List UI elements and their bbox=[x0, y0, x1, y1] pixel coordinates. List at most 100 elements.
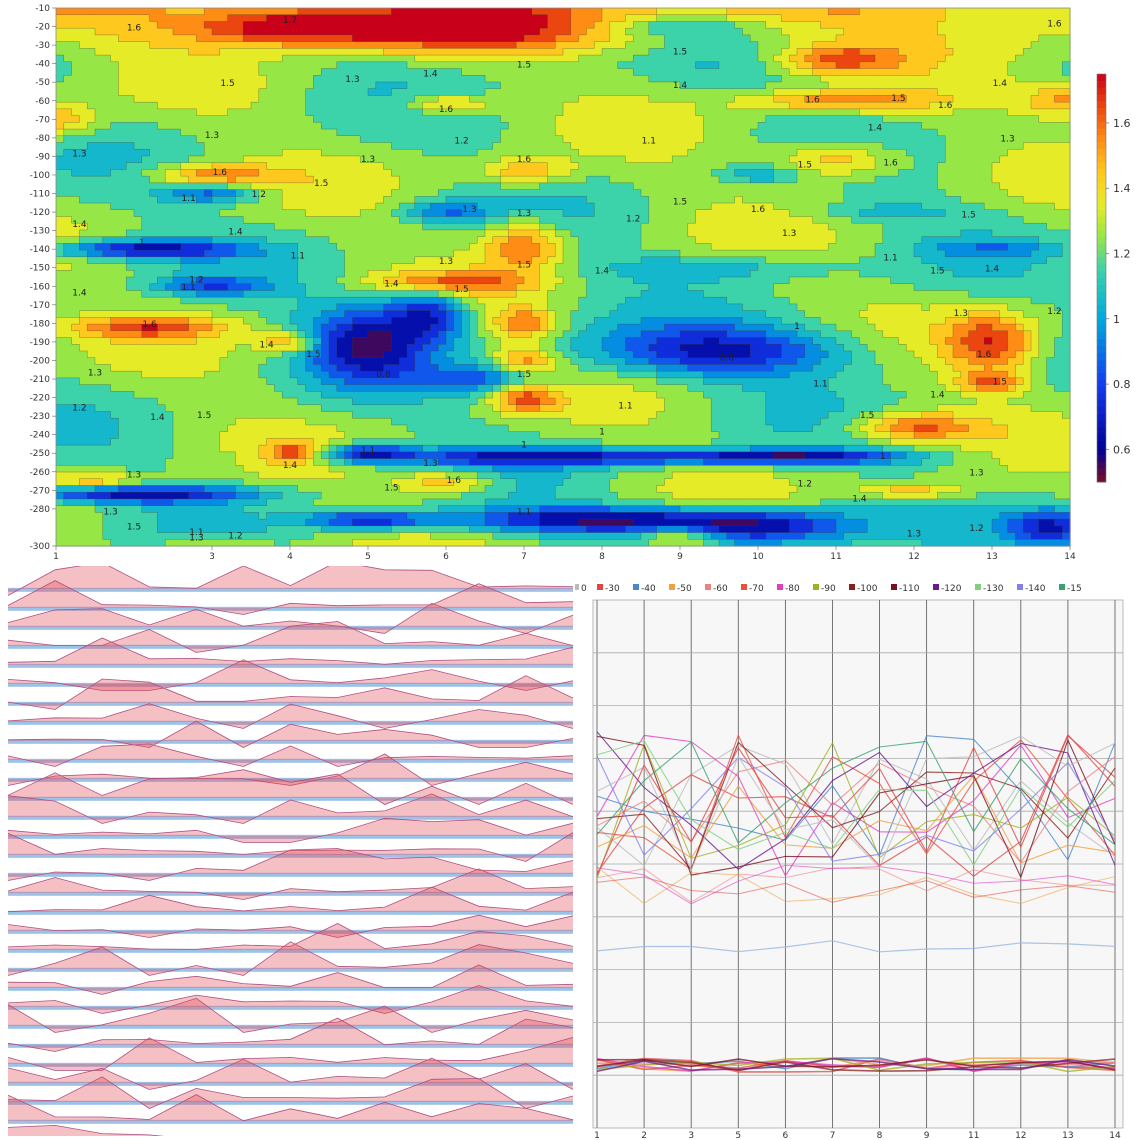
contour-cell bbox=[500, 129, 556, 137]
contour-cell bbox=[617, 364, 658, 372]
contour-cell bbox=[516, 485, 556, 493]
contour-cell bbox=[914, 350, 938, 359]
contour-cell bbox=[110, 243, 135, 251]
contour-cell bbox=[711, 203, 775, 211]
contour-cell bbox=[586, 28, 611, 36]
contour-cell bbox=[648, 283, 689, 292]
contour-cell bbox=[243, 155, 361, 164]
contour-cell bbox=[235, 485, 260, 493]
contour-cell bbox=[703, 539, 720, 547]
contour-cell bbox=[485, 303, 509, 312]
contour-cell bbox=[422, 102, 486, 110]
contour-cell bbox=[828, 411, 860, 419]
contour-cell bbox=[258, 492, 283, 500]
contour-cell bbox=[352, 539, 486, 547]
contour-cell bbox=[243, 290, 307, 298]
contour-cell bbox=[391, 337, 416, 345]
contour-cell bbox=[828, 8, 860, 16]
contour-cell bbox=[563, 478, 611, 487]
contour-cell bbox=[711, 169, 736, 177]
contour-cell bbox=[485, 344, 502, 352]
contour-cell bbox=[719, 277, 790, 285]
contour-cell bbox=[999, 458, 1071, 466]
contour-cell bbox=[570, 398, 665, 406]
contour-cell bbox=[828, 377, 884, 386]
contour-cell bbox=[906, 344, 938, 352]
contour-cell bbox=[843, 48, 860, 56]
contour-cell bbox=[656, 532, 689, 540]
contour-cell bbox=[555, 243, 564, 251]
contour-cell bbox=[594, 203, 650, 211]
contour-cell bbox=[570, 337, 603, 345]
contour-cell bbox=[329, 317, 353, 325]
contour-cell bbox=[157, 21, 205, 29]
contour-cell bbox=[290, 539, 353, 547]
contour-cell bbox=[492, 532, 541, 540]
contour-cell bbox=[539, 519, 580, 527]
contour-cell bbox=[383, 364, 416, 372]
contour-cell bbox=[344, 451, 353, 460]
contour-cell bbox=[726, 297, 790, 305]
contour-cell bbox=[750, 350, 782, 359]
contour-cell bbox=[719, 176, 751, 184]
contour-cell bbox=[165, 404, 322, 413]
contour-cell bbox=[110, 411, 174, 419]
contour-cell bbox=[945, 209, 1009, 218]
contour-cell bbox=[110, 384, 275, 392]
contour-cell bbox=[446, 337, 455, 345]
contour-cell bbox=[921, 458, 954, 466]
contour-cell bbox=[976, 492, 1055, 500]
contour-cell bbox=[477, 472, 502, 480]
contour-cell bbox=[258, 95, 307, 103]
contour-cell bbox=[305, 169, 392, 177]
contour-cell bbox=[414, 95, 439, 103]
contour-cell bbox=[313, 344, 322, 352]
contour-cell bbox=[1015, 532, 1032, 540]
contour-cell bbox=[212, 28, 244, 36]
contour-cell bbox=[56, 485, 96, 493]
contour-cell bbox=[56, 162, 127, 170]
contour-cell bbox=[890, 485, 931, 493]
contour-cell bbox=[547, 236, 564, 244]
contour-cell bbox=[235, 458, 268, 466]
contour-cell bbox=[368, 88, 392, 97]
contour-cell bbox=[352, 445, 400, 453]
contour-cell bbox=[836, 236, 884, 244]
contour-cell bbox=[820, 418, 853, 426]
contour-cell bbox=[297, 277, 338, 285]
contour-cell bbox=[188, 317, 213, 325]
contour-cell bbox=[266, 81, 314, 90]
contour-cell bbox=[1015, 324, 1024, 332]
contour-cell bbox=[945, 155, 1001, 164]
contour-cell bbox=[992, 525, 1009, 534]
contour-cell bbox=[469, 404, 494, 413]
contour-cell bbox=[500, 344, 541, 352]
contour-cell bbox=[843, 424, 860, 433]
contour-cell bbox=[875, 203, 923, 211]
contour-cell bbox=[56, 310, 80, 318]
contour-cell bbox=[56, 176, 151, 184]
contour-cell bbox=[703, 135, 759, 144]
contour-cell bbox=[180, 243, 213, 251]
contour-cell bbox=[555, 317, 572, 325]
contour-cell bbox=[422, 445, 439, 453]
contour-cell bbox=[56, 263, 73, 271]
contour-cell bbox=[297, 330, 307, 339]
contour-cell bbox=[243, 28, 541, 36]
contour-cell bbox=[633, 68, 767, 76]
contour-cell bbox=[477, 324, 486, 332]
contour-cell bbox=[1046, 357, 1071, 366]
contour-cell bbox=[297, 337, 307, 345]
contour-cell bbox=[999, 182, 1071, 191]
contour-cell bbox=[321, 364, 338, 372]
contour-cell bbox=[485, 317, 494, 325]
contour-cell bbox=[633, 34, 665, 43]
contour-cell bbox=[867, 418, 884, 426]
contour-cell bbox=[820, 498, 1071, 507]
contour-cell bbox=[500, 250, 541, 258]
contour-cell bbox=[914, 424, 938, 433]
contour-cell bbox=[531, 236, 548, 244]
contour-cell bbox=[297, 250, 346, 258]
contour-cell bbox=[251, 324, 283, 332]
contour-cell bbox=[227, 424, 338, 433]
